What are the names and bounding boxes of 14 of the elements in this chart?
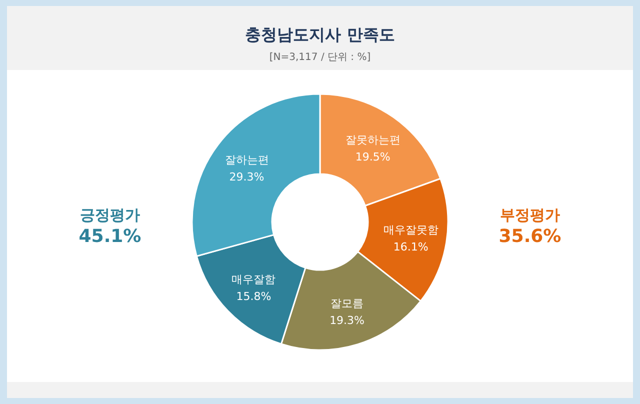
slice-label: 매우잘못함 [383,224,438,237]
data-label: 19.5% [355,150,390,164]
data-label: 16.1% [393,240,428,254]
text: 부정평가 35.6% [498,206,562,247]
data-label: 29.3% [229,170,264,184]
slice-label: 매우잘함 [232,272,276,286]
slice-label: 잘못하는편 [345,134,400,147]
data-label: 19.3% [330,314,365,327]
chart-subtitle: [N=3,117 / 단위 : %] [269,52,371,63]
text: 긍정평가 45.1% [78,206,142,247]
slice-label: 잘하는편 [224,153,269,166]
chart-title: 충청남도지사 만족도 [245,25,395,44]
data-label: 15.8% [236,290,272,303]
slice-label: 잘모름 [330,296,364,310]
